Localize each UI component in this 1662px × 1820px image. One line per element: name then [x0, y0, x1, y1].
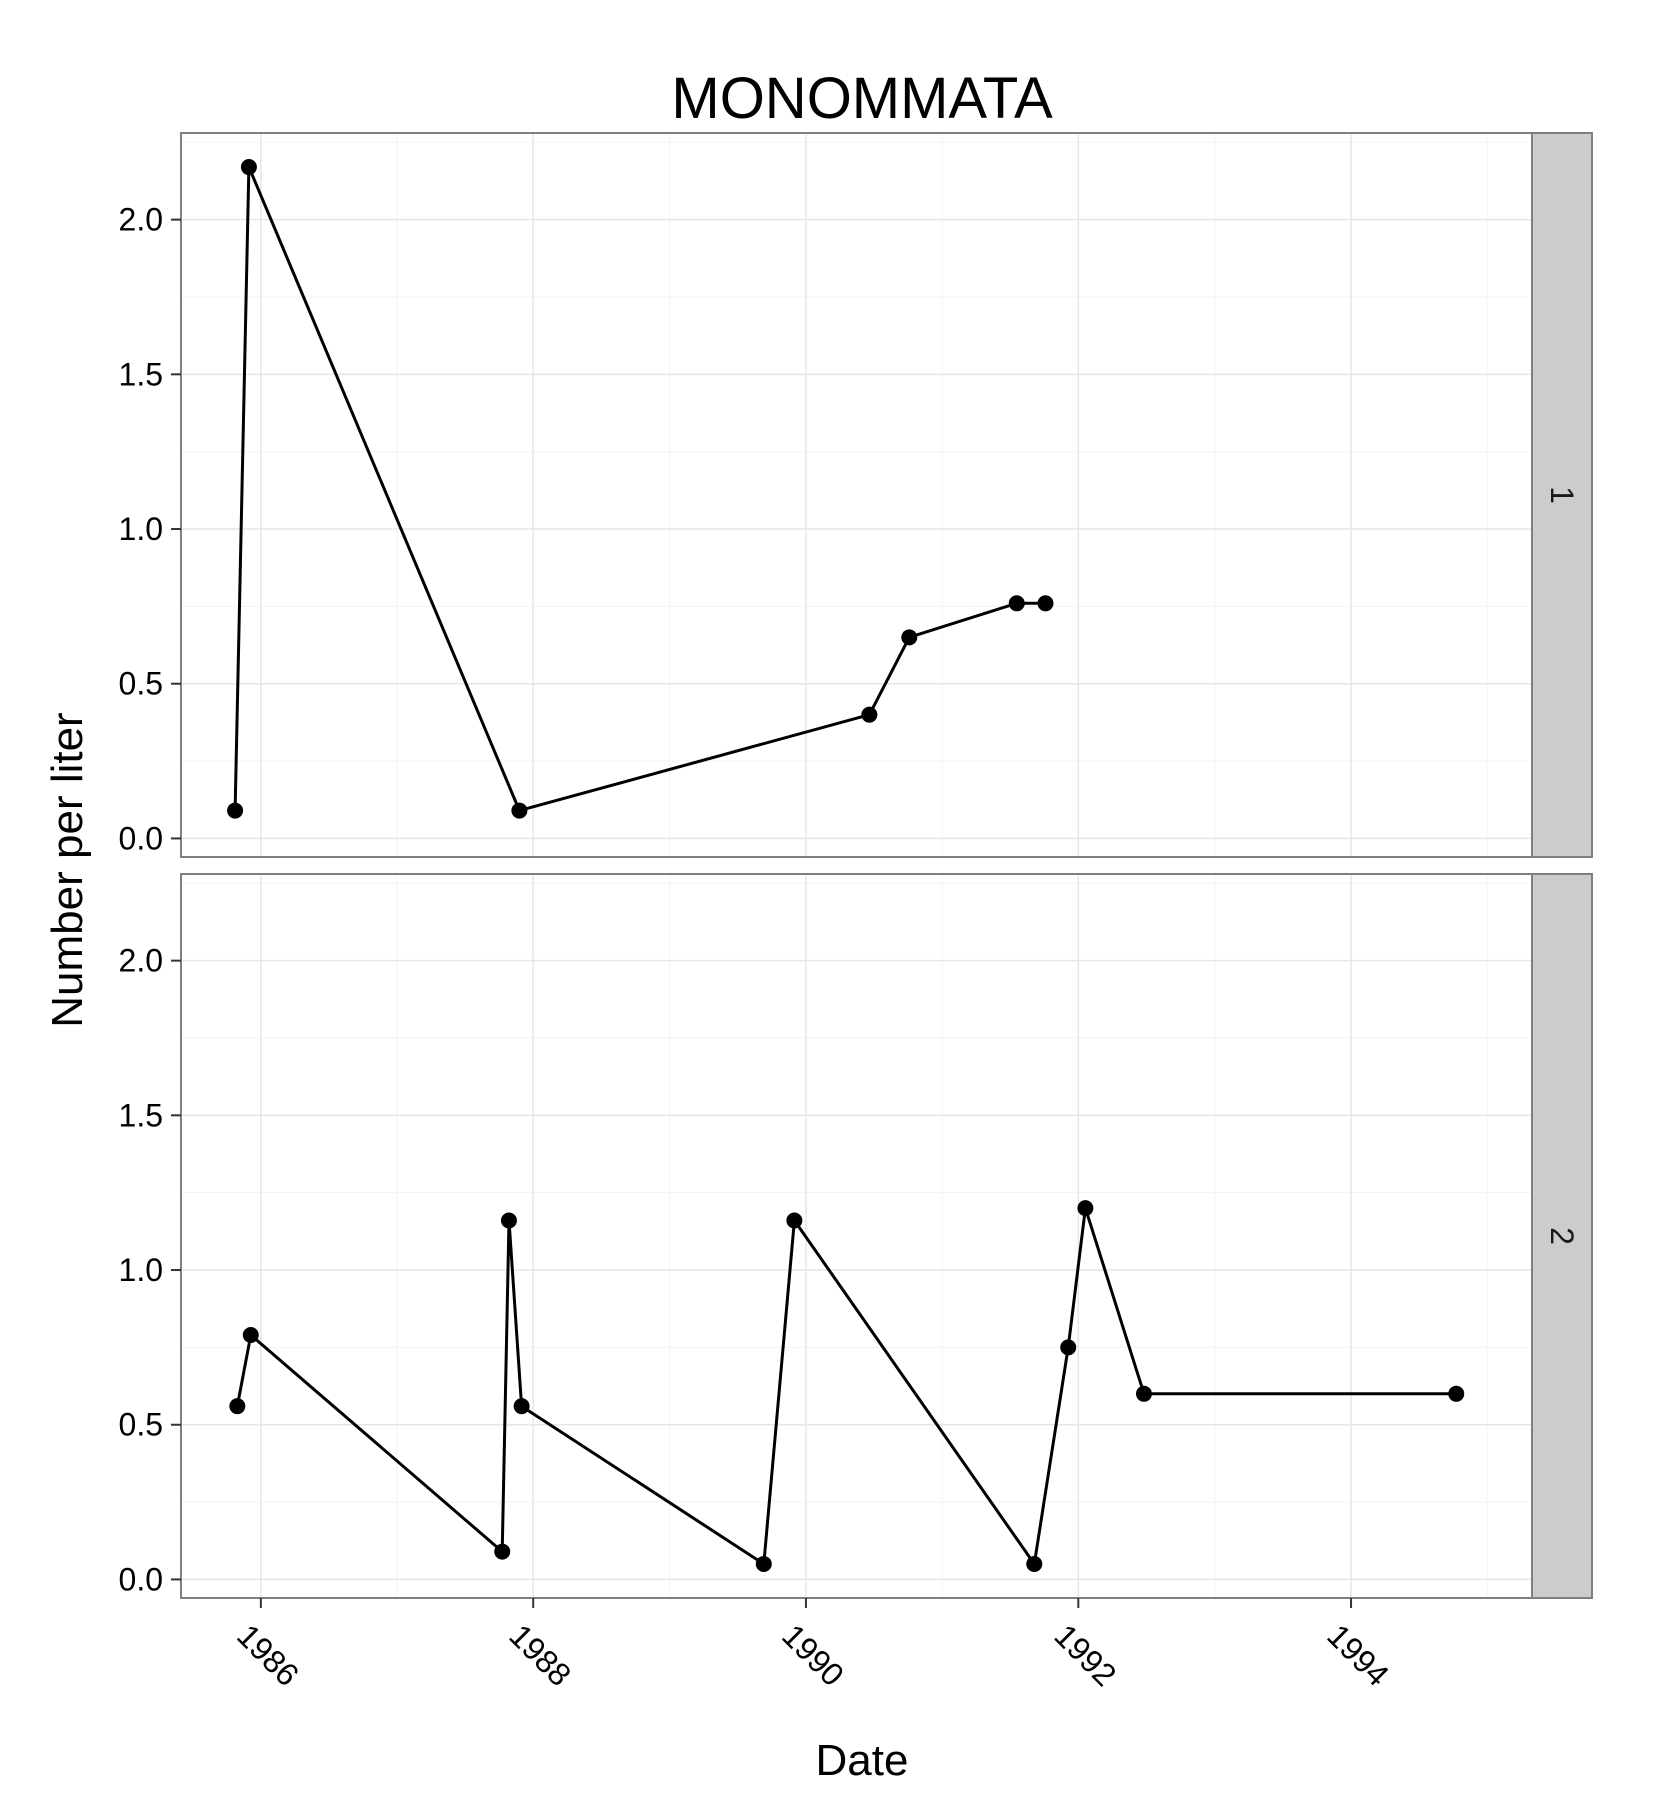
y-tick-label: 0.5 — [119, 1407, 163, 1443]
data-point — [1060, 1339, 1077, 1356]
x-tick-label: 1990 — [775, 1617, 851, 1693]
panel-background — [181, 133, 1532, 857]
y-axis-title: Number per liter — [43, 712, 92, 1027]
panel-background — [181, 874, 1532, 1598]
series-line-2 — [235, 1206, 1457, 1566]
x-tick-label: 1986 — [230, 1617, 306, 1693]
y-tick-label: 2.0 — [119, 202, 163, 238]
data-point — [1026, 1555, 1043, 1572]
panel-1: 1 0.0 0.5 1.0 1.5 2.0 — [119, 132, 1593, 858]
data-point — [861, 706, 878, 723]
x-axis-title: Date — [816, 1736, 909, 1785]
plot-area: 1 0.0 0.5 1.0 1.5 2.0 2 0.0 0.5 1.0 1.5 2.0 1986 1988… — [119, 132, 1593, 1693]
data-point — [513, 1398, 530, 1415]
data-point — [1448, 1385, 1465, 1402]
data-point — [500, 1212, 517, 1229]
data-point — [1077, 1200, 1094, 1217]
y-tick-label: 2.0 — [119, 943, 163, 979]
x-tick-label: 1994 — [1320, 1617, 1396, 1693]
data-point — [242, 1327, 259, 1344]
y-tick-label: 1.5 — [119, 1097, 163, 1133]
y-tick-label: 0.0 — [119, 820, 163, 856]
data-point — [1037, 595, 1054, 612]
data-point — [494, 1543, 511, 1560]
facet-strip — [1531, 132, 1593, 858]
facet-strip-label: 2 — [1544, 1227, 1580, 1245]
facet-strip — [1531, 873, 1593, 1599]
y-tick-label: 1.5 — [119, 356, 163, 392]
data-point — [1008, 595, 1025, 612]
data-point — [240, 159, 257, 176]
data-point — [511, 802, 528, 819]
data-point — [755, 1555, 772, 1572]
y-tick-label: 0.0 — [119, 1561, 163, 1597]
data-point — [227, 802, 244, 819]
data-point — [1135, 1385, 1152, 1402]
data-point — [786, 1212, 803, 1229]
y-tick-label: 0.5 — [119, 666, 163, 702]
panel-2: 2 0.0 0.5 1.0 1.5 2.0 — [119, 873, 1593, 1599]
data-point — [901, 629, 918, 646]
chart-title: MONOMMATA — [671, 66, 1053, 131]
data-point — [229, 1398, 246, 1415]
y-tick-label: 1.0 — [119, 1252, 163, 1288]
y-tick-label: 1.0 — [119, 511, 163, 547]
x-tick-label: 1992 — [1048, 1617, 1124, 1693]
x-tick-label: 1988 — [502, 1617, 578, 1693]
facet-strip-label: 1 — [1544, 486, 1580, 504]
